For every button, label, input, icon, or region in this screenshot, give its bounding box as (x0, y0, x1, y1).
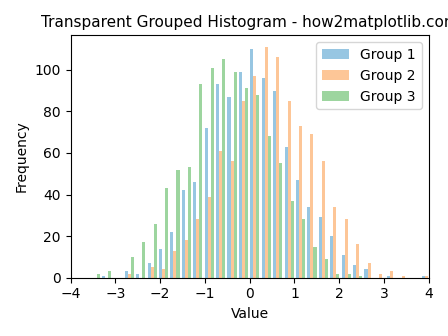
Bar (291, 201, 294, 278)
Bar (325, 259, 328, 278)
Bar (356, 245, 359, 278)
Bar (359, 276, 362, 278)
Legend: Group 1, Group 2, Group 3: Group 1, Group 2, Group 3 (316, 42, 422, 109)
Bar (125, 271, 128, 278)
Bar (388, 276, 390, 278)
Bar (279, 163, 282, 278)
Bar (333, 207, 336, 278)
Bar (173, 251, 177, 278)
Bar (422, 276, 425, 278)
Bar (254, 76, 256, 278)
Bar (336, 274, 339, 278)
Bar (296, 180, 299, 278)
Bar (302, 219, 305, 278)
Bar (307, 207, 310, 278)
Bar (159, 249, 162, 278)
Bar (185, 240, 188, 278)
Bar (379, 274, 382, 278)
Bar (268, 136, 271, 278)
Bar (222, 59, 225, 278)
Bar (245, 88, 248, 278)
Y-axis label: Frequency: Frequency (15, 121, 29, 193)
Bar (177, 170, 180, 278)
Bar (402, 276, 405, 278)
Bar (284, 147, 288, 278)
Bar (162, 269, 165, 278)
Bar (196, 219, 199, 278)
Bar (231, 161, 233, 278)
Bar (365, 269, 367, 278)
Bar (147, 263, 151, 278)
Bar (256, 95, 259, 278)
Bar (239, 72, 242, 278)
Bar (97, 274, 99, 278)
Bar (342, 255, 345, 278)
Bar (314, 247, 317, 278)
Bar (367, 263, 370, 278)
Bar (154, 224, 157, 278)
Bar (182, 191, 185, 278)
Bar (131, 257, 134, 278)
Bar (205, 128, 208, 278)
Bar (353, 265, 356, 278)
Bar (276, 57, 279, 278)
Bar (219, 151, 222, 278)
Bar (310, 134, 314, 278)
Bar (165, 188, 168, 278)
Bar (216, 84, 219, 278)
Bar (136, 274, 139, 278)
Bar (142, 242, 145, 278)
Bar (211, 68, 214, 278)
Bar (193, 182, 196, 278)
Bar (199, 84, 202, 278)
Bar (102, 276, 105, 278)
Title: Transparent Grouped Histogram - how2matplotlib.com: Transparent Grouped Histogram - how2matp… (41, 15, 448, 30)
Bar (188, 168, 191, 278)
X-axis label: Value: Value (231, 307, 269, 321)
Bar (108, 271, 111, 278)
Bar (228, 97, 231, 278)
Bar (299, 126, 302, 278)
Bar (425, 276, 428, 278)
Bar (348, 274, 351, 278)
Bar (345, 219, 348, 278)
Bar (288, 101, 291, 278)
Bar (128, 274, 131, 278)
Bar (233, 72, 237, 278)
Bar (242, 101, 245, 278)
Bar (151, 267, 154, 278)
Bar (319, 217, 322, 278)
Bar (330, 236, 333, 278)
Bar (265, 47, 268, 278)
Bar (322, 161, 325, 278)
Bar (262, 78, 265, 278)
Bar (390, 271, 393, 278)
Bar (250, 49, 254, 278)
Bar (273, 90, 276, 278)
Bar (170, 232, 173, 278)
Bar (208, 197, 211, 278)
